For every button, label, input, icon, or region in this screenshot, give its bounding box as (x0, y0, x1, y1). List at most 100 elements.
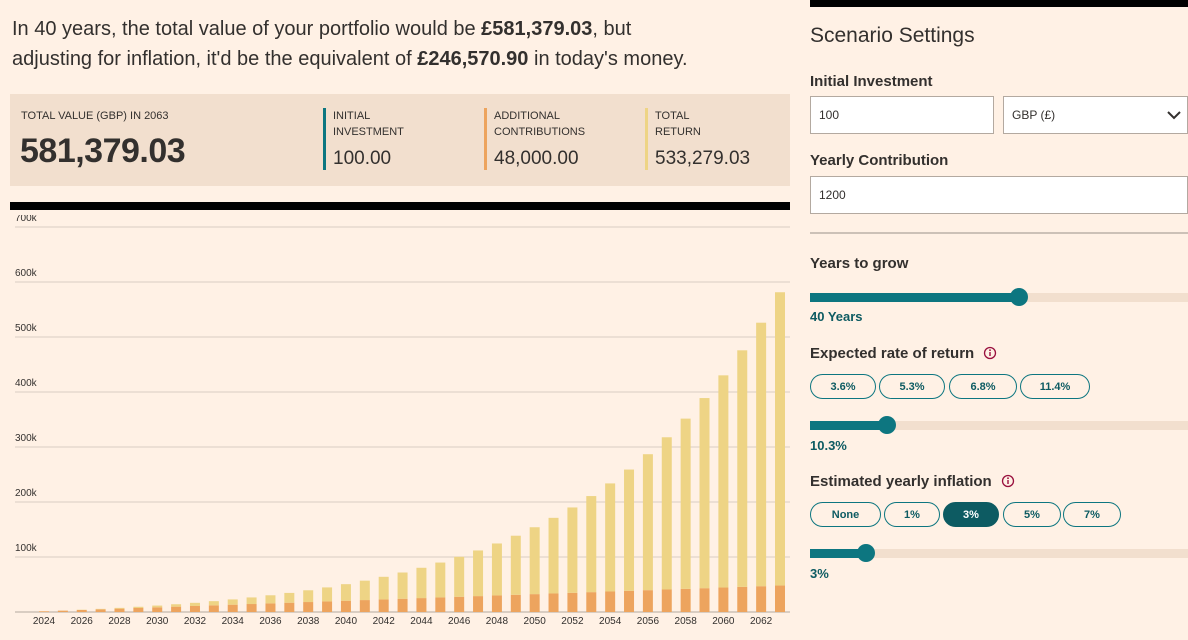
bar-segment (642, 454, 653, 591)
rate-option[interactable]: 6.8% (949, 374, 1017, 399)
x-tick-label: 2060 (712, 616, 735, 627)
bar-segment (171, 606, 182, 612)
bar-segment (473, 550, 484, 597)
y-tick-label: 600k (15, 268, 38, 279)
bar-segment (491, 595, 502, 612)
bar-segment (208, 601, 219, 606)
bar-segment (699, 398, 710, 589)
rate-option[interactable]: 5.3% (879, 374, 945, 399)
bar-segment (680, 588, 691, 612)
bar-segment (322, 601, 333, 612)
stat-label: ADDITIONAL CONTRIBUTIONS (494, 110, 586, 138)
inflation-option[interactable]: 5% (1003, 502, 1061, 527)
bar-segment (359, 580, 370, 601)
bar-segment (114, 607, 125, 609)
select-value: GBP (£) (1012, 108, 1056, 122)
total-value: 581,379.03 (20, 132, 186, 170)
x-tick-label: 2048 (486, 616, 509, 627)
bar-segment (359, 600, 370, 612)
bar-segment (76, 609, 87, 612)
bar-segment (661, 437, 672, 590)
bar-segment (322, 587, 333, 602)
bar-segment (510, 594, 521, 612)
bar-segment (340, 584, 351, 601)
slider-value: 40 Years (810, 309, 863, 324)
stat-value: 48,000.00 (494, 148, 579, 169)
headline-text: , but (592, 18, 632, 40)
bar-segment (567, 507, 578, 593)
slider-track[interactable] (810, 549, 1188, 558)
inflation-option[interactable]: 3% (943, 502, 999, 527)
x-tick-label: 2028 (108, 616, 131, 627)
bar-segment (246, 597, 257, 605)
bar-segment (718, 587, 729, 612)
bar-segment (586, 592, 597, 612)
bar-segment (208, 605, 219, 612)
bar-segment (680, 418, 691, 589)
initial-input[interactable]: 100 (810, 96, 994, 134)
x-tick-label: 2032 (184, 616, 207, 627)
stats-panel: TOTAL VALUE (GBP) IN 2063 581,379.03 INI… (10, 94, 790, 186)
inflation-option[interactable]: 1% (884, 502, 940, 527)
rate-option[interactable]: 11.4% (1020, 374, 1090, 399)
yearly-input[interactable]: 1200 (810, 176, 1188, 214)
currency-select[interactable]: GBP (£) (1003, 96, 1188, 134)
bar-segment (152, 607, 163, 612)
x-tick-label: 2038 (297, 616, 320, 627)
x-tick-label: 2054 (599, 616, 622, 627)
total-label: TOTAL VALUE (GBP) IN 2063 (21, 110, 169, 122)
bar-segment (454, 556, 465, 597)
stat-item: TOTAL RETURN 533,279.03 (645, 108, 750, 170)
x-tick-label: 2044 (410, 616, 433, 627)
bar-segment (454, 596, 465, 612)
x-tick-label: 2024 (33, 616, 56, 627)
x-tick-label: 2034 (222, 616, 245, 627)
bar-segment (775, 585, 785, 612)
info-icon[interactable] (983, 346, 997, 360)
x-tick-label: 2046 (448, 616, 471, 627)
slider-knob[interactable] (857, 544, 875, 562)
bar-segment (416, 567, 427, 599)
info-icon[interactable] (1001, 474, 1015, 488)
bar-segment (548, 593, 559, 612)
bar-segment (397, 598, 408, 612)
x-tick-label: 2050 (524, 616, 547, 627)
divider-bar (10, 202, 790, 210)
slider-knob[interactable] (878, 416, 896, 434)
bar-segment (378, 576, 389, 600)
bar-segment (303, 602, 314, 612)
chevron-icon (1167, 111, 1181, 120)
settings-title: Scenario Settings (810, 24, 975, 47)
slider-track[interactable] (810, 421, 1188, 430)
bar-segment (775, 292, 785, 586)
y-tick-label: 500k (15, 323, 38, 334)
x-tick-label: 2040 (335, 616, 358, 627)
rate-option[interactable]: 3.6% (810, 374, 876, 399)
stat-item: INITIAL INVESTMENT 100.00 (323, 108, 413, 170)
field-label: Years to grow (810, 255, 909, 272)
bar-segment (227, 599, 238, 605)
bar-segment (529, 527, 540, 595)
bar-segment (510, 535, 521, 595)
input-value: 100 (819, 108, 840, 122)
bar-segment (284, 602, 295, 612)
x-tick-label: 2042 (373, 616, 396, 627)
bar-segment (340, 600, 351, 612)
bar-segment (548, 517, 559, 594)
inflation-option[interactable]: None (810, 502, 881, 527)
bar-segment (567, 592, 578, 612)
y-tick-label: 400k (15, 378, 38, 389)
x-tick-label: 2062 (750, 616, 773, 627)
bar-segment (718, 375, 729, 588)
x-tick-label: 2036 (259, 616, 282, 627)
bar-segment (416, 598, 427, 612)
bar-segment (246, 604, 257, 612)
inflation-option[interactable]: 7% (1063, 502, 1121, 527)
y-tick-label: 700k (15, 215, 38, 224)
bar-segment (473, 596, 484, 612)
bar-segment (756, 322, 767, 587)
slider-knob[interactable] (1010, 288, 1028, 306)
field-label: Expected rate of return (810, 345, 975, 362)
bar-segment (756, 586, 767, 612)
